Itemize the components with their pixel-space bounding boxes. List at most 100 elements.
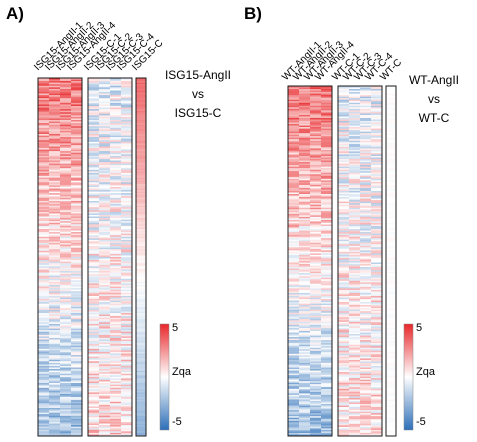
heatmap-cell — [288, 178, 299, 181]
heatmap-cell — [38, 384, 49, 387]
heatmap-cell — [136, 88, 146, 91]
heatmap-cell — [299, 312, 310, 315]
heatmap-cell — [49, 364, 60, 367]
heatmap-cell — [136, 113, 146, 116]
heatmap-cell — [386, 282, 396, 284]
heatmap-cell — [38, 90, 49, 93]
heatmap-cell — [299, 134, 310, 137]
heatmap-cell — [321, 267, 332, 269]
heatmap-cell — [338, 302, 349, 304]
heatmap-cell — [288, 282, 299, 284]
heatmap-cell — [321, 428, 332, 431]
heatmap-cell — [110, 176, 121, 178]
heatmap-cell — [110, 81, 121, 83]
heatmap-cell — [88, 398, 99, 401]
heatmap-cell — [121, 392, 132, 395]
heatmap-cell — [288, 370, 299, 373]
heatmap-cell — [38, 316, 49, 318]
heatmap-cell — [299, 399, 310, 402]
heatmap-cell — [310, 294, 321, 297]
heatmap-cell — [349, 410, 360, 412]
heatmap-cell — [321, 166, 332, 169]
heatmap-cell — [288, 186, 299, 189]
heatmap-cell — [136, 168, 146, 170]
heatmap-cell — [371, 178, 382, 181]
heatmap-cell — [88, 137, 99, 139]
heatmap-cell — [299, 130, 310, 132]
heatmap-cell — [338, 378, 349, 380]
heatmap-cell — [310, 122, 321, 125]
heatmap-cell — [60, 249, 71, 251]
heatmap-cell — [88, 300, 99, 303]
heatmap-cell — [71, 272, 82, 275]
heatmap-cell — [338, 355, 349, 358]
heatmap-cell — [310, 289, 321, 292]
heatmap-cell — [299, 394, 310, 397]
heatmap-cell — [38, 266, 49, 269]
heatmap-cell — [288, 121, 299, 123]
heatmap-cell — [360, 226, 371, 228]
heatmap-cell — [288, 104, 299, 106]
heatmap-cell — [299, 353, 310, 356]
heatmap-cell — [360, 321, 371, 324]
heatmap-cell — [288, 122, 299, 125]
heatmap-cell — [310, 189, 321, 192]
heatmap-cell — [371, 419, 382, 421]
heatmap-cell — [338, 203, 349, 205]
heatmap-cell — [136, 140, 146, 142]
heatmap-cell — [136, 81, 146, 83]
heatmap-cell — [386, 286, 396, 289]
heatmap-cell — [310, 320, 321, 323]
heatmap-cell — [60, 98, 71, 100]
heatmap-cell — [299, 140, 310, 143]
heatmap-cell — [360, 373, 371, 376]
heatmap-cell — [110, 172, 121, 175]
heatmap-cell — [371, 285, 382, 288]
heatmap-cell — [71, 218, 82, 220]
heatmap-cell — [288, 283, 299, 286]
heatmap-cell — [338, 370, 349, 373]
heatmap-cell — [136, 146, 146, 149]
heatmap-cell — [371, 212, 382, 214]
heatmap-cell — [110, 137, 121, 139]
heatmap-cell — [321, 364, 332, 367]
heatmap-cell — [99, 95, 110, 97]
heatmap-cell — [360, 98, 371, 100]
heatmap-cell — [360, 344, 371, 347]
heatmap-cell — [310, 187, 321, 190]
heatmap-cell — [136, 155, 146, 158]
heatmap-cell — [38, 303, 49, 306]
heatmap-cell — [371, 426, 382, 429]
heatmap-cell — [299, 331, 310, 333]
heatmap-cell — [60, 328, 71, 331]
heatmap-cell — [60, 407, 71, 410]
heatmap-cell — [60, 247, 71, 250]
heatmap-cell — [310, 95, 321, 97]
heatmap-cell — [49, 98, 60, 100]
heatmap-cell — [349, 343, 360, 345]
heatmap-cell — [299, 434, 310, 437]
heatmap-cell — [136, 204, 146, 206]
heatmap-cell — [338, 189, 349, 192]
heatmap-cell — [60, 372, 71, 374]
heatmap-cell — [310, 277, 321, 280]
heatmap-cell — [38, 208, 49, 211]
heatmap-cell — [38, 277, 49, 279]
heatmap-cell — [371, 271, 382, 274]
heatmap-cell — [38, 347, 49, 349]
heatmap-cell — [49, 384, 60, 387]
heatmap-cell — [121, 316, 132, 318]
heatmap-cell — [321, 434, 332, 437]
heatmap-cell — [110, 124, 121, 127]
heatmap-cell — [99, 106, 110, 108]
heatmap-cell — [38, 356, 49, 359]
heatmap-cell — [299, 110, 310, 113]
heatmap-cell — [60, 194, 71, 197]
heatmap-cell — [71, 412, 82, 415]
heatmap-cell — [99, 319, 110, 321]
heatmap-cell — [88, 127, 99, 130]
heatmap-cell — [338, 96, 349, 99]
heatmap-cell — [310, 340, 321, 342]
heatmap-cell — [99, 267, 110, 270]
heatmap-cell — [288, 408, 299, 411]
